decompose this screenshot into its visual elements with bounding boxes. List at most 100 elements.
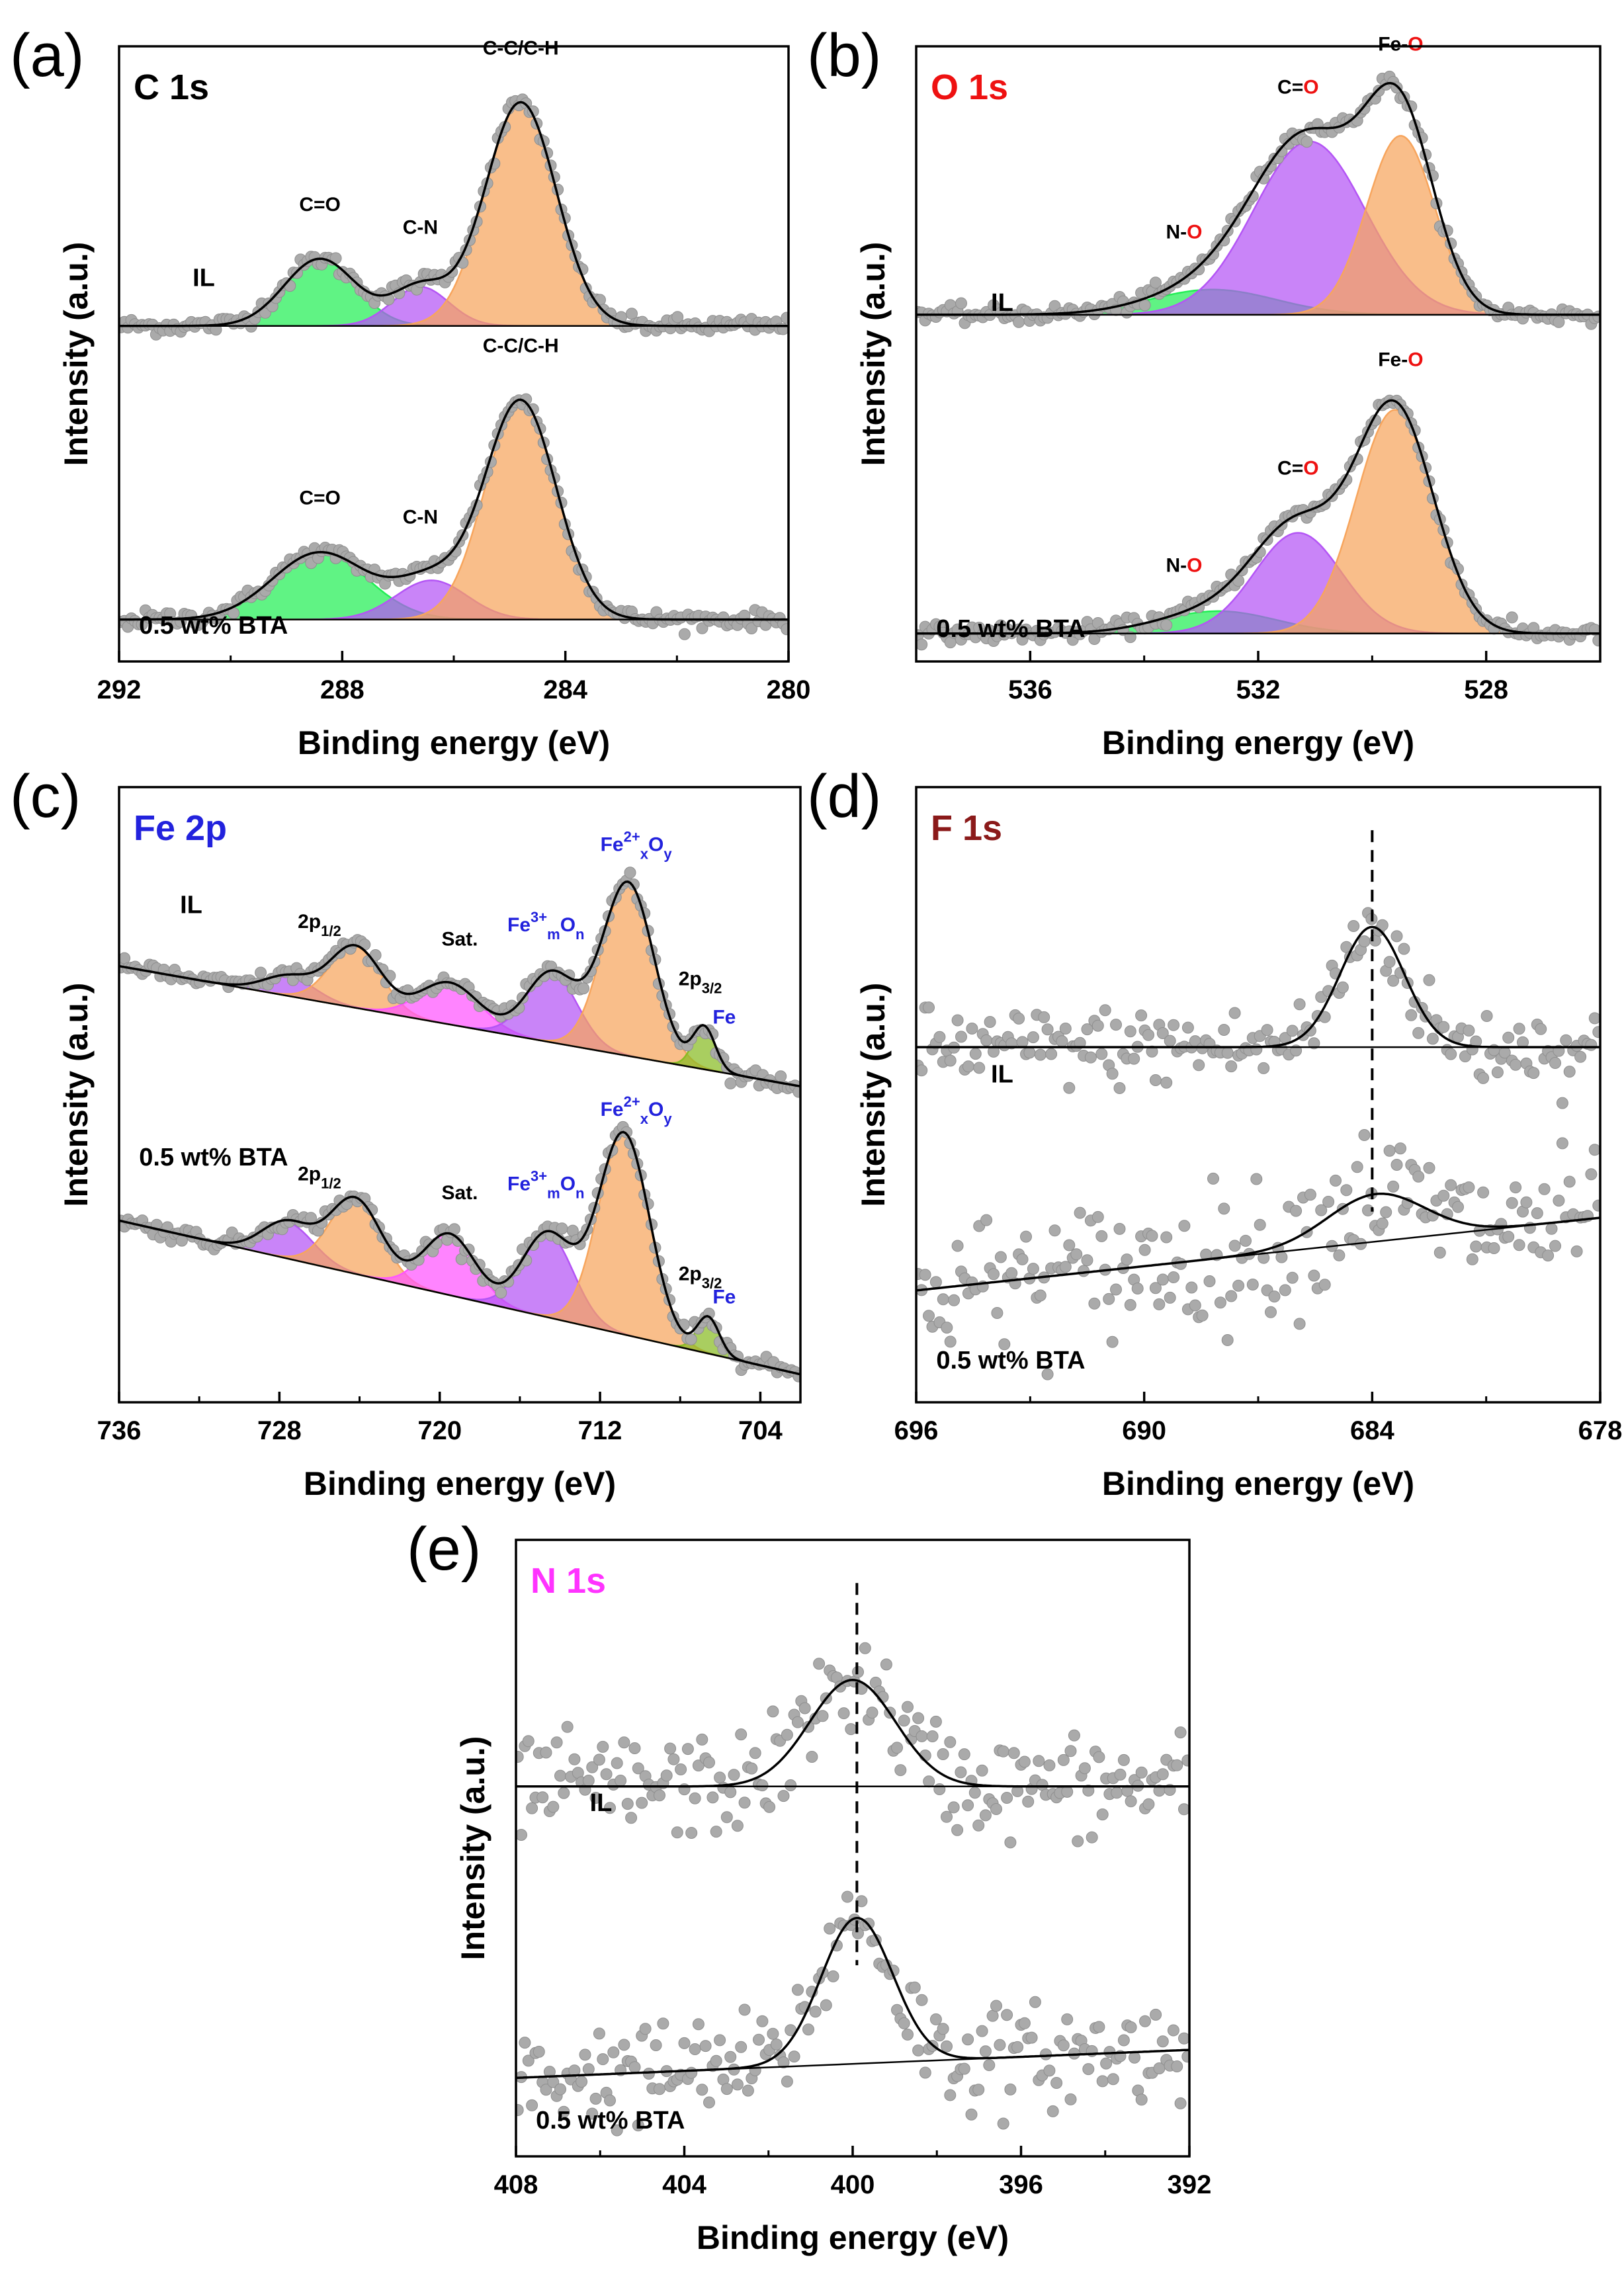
data-point <box>692 2018 705 2031</box>
data-point <box>1286 1271 1299 1284</box>
data-point <box>1535 1023 1547 1035</box>
x-tick-label: 284 <box>543 675 587 704</box>
data-point <box>976 1764 988 1777</box>
data-point <box>1099 1004 1111 1017</box>
data-point <box>1433 1246 1446 1259</box>
data-point <box>767 2027 779 2040</box>
data-point <box>775 1070 787 1083</box>
data-point <box>1041 1368 1054 1380</box>
data-point <box>1592 634 1600 647</box>
data-point <box>1059 1023 1072 1035</box>
data-point <box>841 1890 853 1903</box>
data-point <box>965 2108 978 2121</box>
data-point <box>582 2063 595 2076</box>
envelope-d-0 <box>916 925 1600 1048</box>
plot-area-a <box>119 93 789 640</box>
peak-label-c-0-5: Fe <box>712 1006 736 1028</box>
data-point <box>919 1269 931 1281</box>
data-point <box>1011 2041 1024 2053</box>
data-point <box>1225 1060 1238 1073</box>
data-point <box>568 1753 581 1765</box>
data-point <box>724 2051 737 2063</box>
x-tick-label: 728 <box>257 1416 302 1445</box>
data-point <box>1064 1745 1077 1757</box>
data-point <box>671 311 684 323</box>
data-point <box>898 1714 910 1727</box>
x-axis-title-c: Binding energy (eV) <box>304 1465 616 1502</box>
data-point <box>1527 1067 1540 1079</box>
data-point <box>948 1294 961 1306</box>
data-point <box>1020 1230 1032 1243</box>
data-point <box>1304 1189 1316 1201</box>
data-point <box>990 2000 1002 2012</box>
panel-b: N-O C=O Fe-O IL N-O C=O Fe-O 0.5 wt% BTA 536 532 5… <box>807 22 1602 761</box>
data-point <box>1124 1025 1136 1038</box>
sample-label-b-1: 0.5 wt% BTA <box>936 615 1085 643</box>
data-point <box>738 1797 751 1809</box>
data-point <box>990 1803 1002 1815</box>
data-point <box>1585 1038 1598 1051</box>
data-point <box>894 1764 907 1777</box>
data-point <box>495 1287 507 1299</box>
data-point <box>1091 1019 1104 1032</box>
data-point <box>1574 1050 1587 1063</box>
data-point <box>1221 1334 1234 1346</box>
data-point <box>1125 1795 1137 1808</box>
data-point <box>1265 1306 1277 1318</box>
data-point <box>1592 1026 1600 1038</box>
peak-label-c-1-4: 2p3/2 <box>679 1263 722 1292</box>
data-point <box>720 2083 733 2095</box>
data-point <box>746 622 758 634</box>
peak-label-b-0-1: C=O <box>1277 76 1319 98</box>
data-point <box>724 1077 737 1089</box>
data-point <box>1470 1240 1482 1253</box>
peak-label-b-1-1: C=O <box>1277 458 1319 480</box>
data-point <box>1086 1831 1098 1843</box>
data-point <box>597 1740 609 1753</box>
data-point <box>597 2053 609 2066</box>
data-point <box>1007 1747 1020 1759</box>
data-point <box>1560 1034 1572 1046</box>
data-point <box>1139 2015 1151 2027</box>
data-point <box>519 2037 531 2049</box>
data-point <box>1423 974 1435 986</box>
data-point <box>912 2044 925 2056</box>
data-point <box>1063 1239 1076 1251</box>
data-point <box>902 2028 914 2041</box>
data-point <box>937 1293 949 1306</box>
sample-label-c-0: IL <box>180 892 202 919</box>
data-point <box>1093 1751 1105 1763</box>
sample-label-d-0: IL <box>991 1060 1013 1088</box>
data-point <box>1463 1025 1475 1036</box>
data-point <box>923 1310 935 1322</box>
data-point <box>119 952 131 964</box>
x-tick-label: 396 <box>999 2170 1043 2199</box>
data-point <box>1142 1798 1155 1810</box>
sample-label-e-0: IL <box>590 1789 613 1817</box>
data-point <box>703 2096 715 2109</box>
data-point <box>1193 1059 1205 1072</box>
data-point <box>1250 1173 1263 1185</box>
data-point <box>1050 2077 1063 2089</box>
data-point <box>582 1775 595 1787</box>
peak-label-b-1-0: N-O <box>1166 554 1202 576</box>
data-point <box>675 1763 687 1775</box>
data-point <box>1405 1009 1418 1021</box>
sample-label-d-1: 0.5 wt% BTA <box>936 1347 1085 1375</box>
data-point <box>1078 1762 1091 1775</box>
data-point <box>1029 1996 1041 2008</box>
data-point <box>923 1001 935 1014</box>
data-point <box>1004 1836 1017 1849</box>
data-point <box>1091 1210 1104 1223</box>
data-point <box>1308 1269 1320 1282</box>
data-point <box>1081 1254 1093 1267</box>
data-point <box>1502 1230 1515 1243</box>
data-point <box>1351 1161 1363 1173</box>
data-point <box>681 1743 694 1755</box>
data-point <box>1074 1206 1086 1219</box>
data-point <box>781 312 789 324</box>
data-point <box>516 1829 527 1841</box>
data-point <box>1502 1031 1515 1044</box>
data-point <box>1125 2021 1137 2033</box>
